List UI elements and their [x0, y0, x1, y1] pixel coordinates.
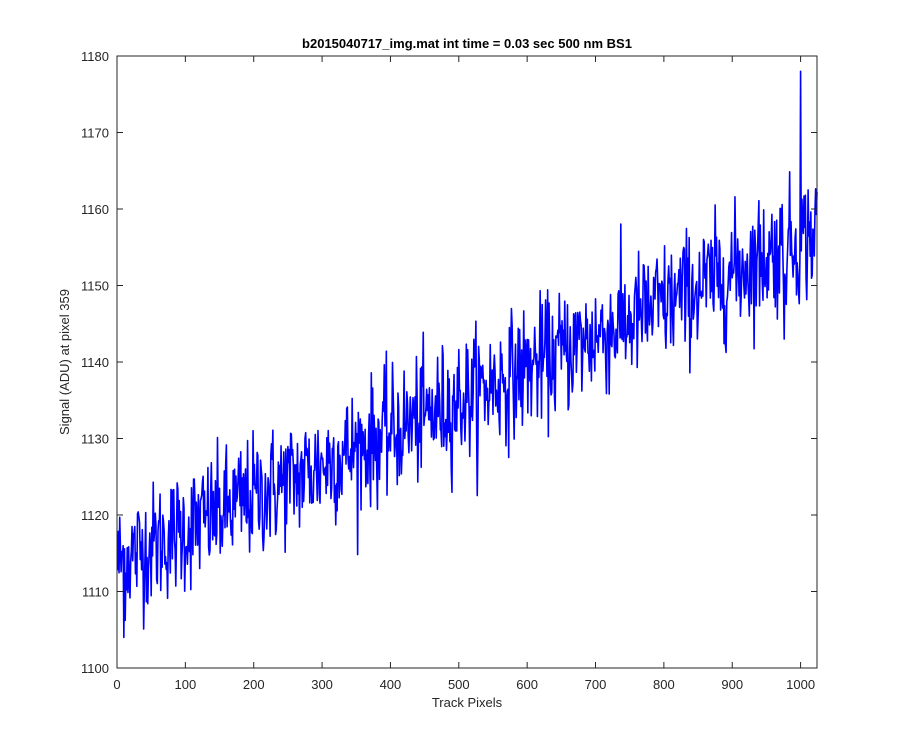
- x-tick-label: 1000: [786, 677, 815, 692]
- x-tick-label: 700: [585, 677, 607, 692]
- x-axis: 0 100 200 300 400 500 600 700 800 900 1000: [113, 56, 815, 692]
- x-tick-label: 200: [243, 677, 265, 692]
- y-tick-label: 1140: [81, 355, 109, 370]
- x-tick-label: 0: [113, 677, 120, 692]
- y-tick-label: 1150: [81, 279, 109, 294]
- x-tick-label: 500: [448, 677, 470, 692]
- y-tick-label: 1100: [81, 661, 109, 676]
- plot-area: [116, 70, 818, 639]
- x-tick-label: 600: [516, 677, 538, 692]
- y-tick-label: 1130: [81, 432, 109, 447]
- x-tick-label: 800: [653, 677, 675, 692]
- y-tick-label: 1160: [81, 202, 109, 217]
- x-axis-label: Track Pixels: [432, 695, 503, 710]
- x-tick-label: 100: [175, 677, 197, 692]
- y-axis: 1100 1110 1120 1130 1140 1150 1160 1170 1180: [81, 49, 817, 676]
- x-tick-label: 300: [311, 677, 333, 692]
- y-tick-label: 1110: [82, 585, 109, 600]
- chart-title: b2015040717_img.mat int time = 0.03 sec …: [302, 36, 632, 51]
- signal-series-line: [116, 70, 818, 639]
- x-tick-label: 400: [380, 677, 402, 692]
- y-tick-label: 1120: [81, 508, 109, 523]
- y-tick-label: 1170: [81, 126, 109, 141]
- y-tick-label: 1180: [81, 49, 109, 64]
- y-axis-label: Signal (ADU) at pixel 359: [57, 289, 72, 435]
- x-tick-label: 900: [721, 677, 743, 692]
